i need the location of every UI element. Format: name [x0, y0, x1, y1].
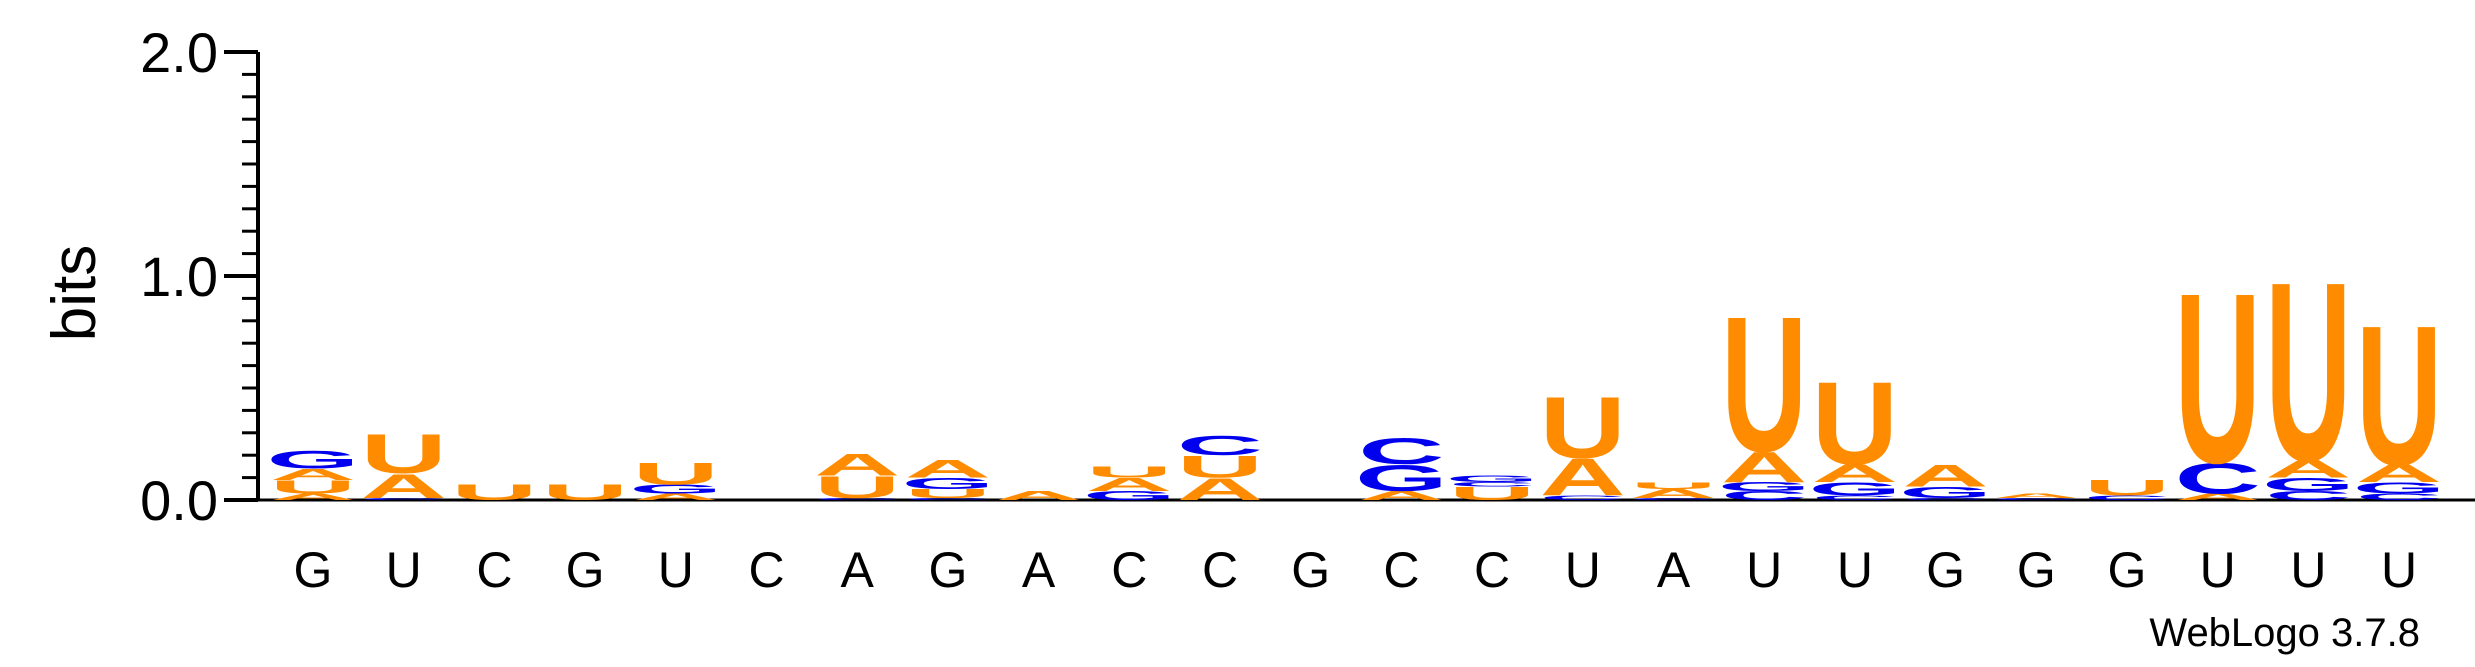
logo-letter-u: U [1630, 480, 1716, 490]
logo-letter-c: C [1993, 497, 2079, 500]
logo-letter-g: G [1718, 480, 1811, 494]
y-axis: 0.0 1.0 2.0 [140, 21, 2475, 532]
logo-letter-g: G [629, 482, 722, 496]
logo-letter-a: A [1812, 460, 1898, 488]
logo-letter-c: C [905, 497, 991, 500]
logo-letter-a: A [995, 489, 1081, 503]
position-label: A [841, 542, 875, 598]
logo-letter-c: C [1812, 494, 1898, 501]
logo-letter-u: U [2084, 476, 2170, 500]
logo-letter-c: C [1721, 489, 1807, 503]
logo-letter-c: C [2356, 492, 2442, 502]
logo-letter-g: G [1808, 479, 1901, 500]
position-label: G [2017, 542, 2056, 598]
logo-letter-u: U [451, 480, 537, 504]
logo-letter-u: U [905, 486, 991, 500]
position-label: G [2108, 542, 2147, 598]
logo-letter-c: C [1177, 430, 1263, 461]
logo-letter-u: U [361, 423, 447, 485]
logo-letter-g: G [1355, 457, 1448, 499]
logo-letter-g: G [901, 475, 994, 492]
logo-letter-u: U [2356, 283, 2442, 506]
logo-letter-a: A [1086, 474, 1172, 495]
y-tick-label: 2.0 [140, 21, 218, 84]
position-label: G [928, 542, 967, 598]
logo-letter-a: A [1540, 447, 1626, 507]
position-label: U [1565, 542, 1601, 598]
logo-letter-a: A [2356, 460, 2442, 488]
logo-letter-g: G [2262, 474, 2355, 495]
weblogo-credit: WebLogo 3.7.8 [2149, 611, 2420, 655]
logo-letter-a: A [2265, 455, 2351, 483]
logo-letter-u: U [270, 477, 356, 498]
position-label: U [658, 542, 694, 598]
logo-letter-c: C [2084, 494, 2170, 501]
logo-letter-u: U [2175, 242, 2261, 514]
position-label: C [1111, 542, 1147, 598]
logo-letter-a: A [270, 492, 356, 502]
logo-letter-c: C [361, 497, 447, 500]
logo-letter-c: C [1449, 481, 1535, 488]
logo-letter-u: U [2265, 230, 2351, 514]
logo-letter-g: G [1083, 489, 1176, 503]
logo-letter-c: C [2175, 455, 2261, 503]
position-label: U [2200, 542, 2236, 598]
logo-letter-g: G [1899, 484, 1992, 501]
logo-letter-u: U [1086, 464, 1172, 481]
position-label: A [1022, 542, 1056, 598]
position-label: C [748, 542, 784, 598]
logo-letter-a: A [1993, 492, 2079, 499]
logo-letter-u: U [1540, 379, 1626, 476]
logo-letter-u: U [542, 480, 628, 504]
logo-letter-u: U [1812, 358, 1898, 490]
position-label: G [1291, 542, 1330, 598]
y-axis-label: bits [40, 245, 109, 341]
position-label: C [1202, 542, 1238, 598]
logo-letter-u: U [633, 457, 719, 492]
logo-letter-g: G [1446, 474, 1539, 484]
position-label: A [1657, 542, 1691, 598]
logo-letter-a: A [1358, 489, 1444, 503]
position-label: U [1746, 542, 1782, 598]
logo-letter-a: A [905, 455, 991, 483]
position-label: U [2290, 542, 2326, 598]
position-label: C [476, 542, 512, 598]
logo-letter-c: C [1540, 494, 1626, 501]
y-tick-label: 1.0 [140, 245, 218, 308]
position-label: C [1383, 542, 1419, 598]
logo-letter-a: A [2175, 492, 2261, 502]
logo-letter-a: A [1177, 472, 1263, 507]
logo-letter-a: A [814, 448, 900, 483]
logo-letter-u: U [1449, 483, 1535, 504]
position-label: C [1474, 542, 1510, 598]
logo-letter-a: A [270, 466, 356, 483]
position-label: U [1837, 542, 1873, 598]
logo-letter-g: G [2353, 479, 2446, 496]
logo-letter-a: A [633, 492, 719, 502]
logo-letter-a: A [361, 467, 447, 506]
logo-letter-a: A [1902, 459, 1988, 494]
position-label: U [2381, 542, 2417, 598]
position-label: G [1926, 542, 1965, 598]
position-label: G [294, 542, 333, 598]
logo-letter-c: C [2265, 489, 2351, 503]
logo-letter-c: C [1902, 497, 1988, 500]
logo-letter-a: A [1721, 443, 1807, 491]
logo-letter-c: C [1630, 497, 1716, 500]
logo-letter-c: C [814, 497, 900, 500]
logo-letter-u: U [1721, 276, 1807, 491]
y-tick-label: 0.0 [140, 469, 218, 532]
logo-letter-u: U [1177, 450, 1263, 485]
position-label: U [386, 542, 422, 598]
logo-letter-a: A [1630, 486, 1716, 500]
logo-letter-g: G [267, 446, 360, 474]
logo-letter-c: C [1358, 430, 1444, 472]
position-label: G [566, 542, 605, 598]
logo-letter-u: U [814, 470, 900, 505]
